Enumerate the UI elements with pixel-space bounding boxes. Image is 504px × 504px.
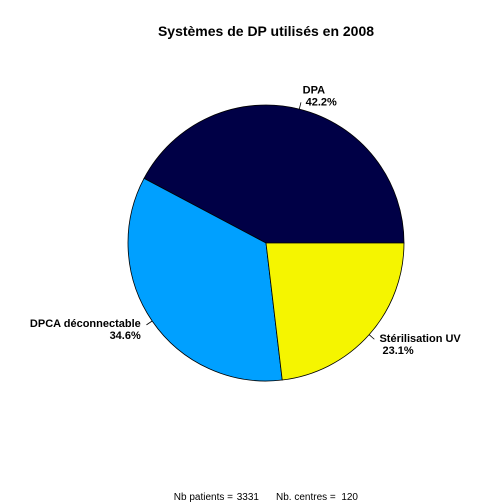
footer-patients-value: 3331: [237, 492, 260, 503]
pie-label-sterilisation-uv: Stérilisation UV: [379, 333, 461, 345]
footer-patients-label: Nb patients =: [174, 492, 233, 503]
pie-percent-dpa: 42.2%: [306, 97, 337, 109]
pie-slices: [127, 104, 405, 382]
pie-percent-sterilisation-uv: 23.1%: [382, 345, 413, 357]
footer: Nb patients = 3331 Nb. centres = 120: [174, 492, 359, 503]
chart-title: Systèmes de DP utilisés en 2008: [158, 23, 374, 39]
pie-tick-dpca-deconnectable: [146, 320, 153, 326]
pie-label-dpca-deconnectable: DPCA déconnectable: [30, 318, 141, 330]
pie-slice-sterilisation-uv: [265, 242, 405, 381]
pie-tick-sterilisation-uv: [368, 334, 375, 340]
pie-tick-dpa: [298, 102, 302, 110]
footer-centres-label: Nb. centres =: [276, 492, 336, 503]
pie-label-dpa: DPA: [303, 85, 325, 97]
pie-percent-dpca-deconnectable: 34.6%: [110, 330, 141, 342]
pie-slice-dpca-deconnectable: [127, 177, 283, 382]
footer-centres-value: 120: [341, 492, 358, 503]
